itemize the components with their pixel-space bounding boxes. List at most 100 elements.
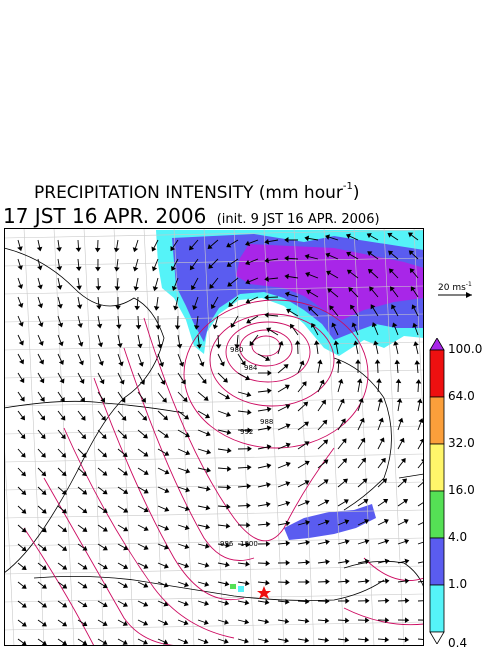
wind-arrow-head bbox=[359, 417, 365, 423]
wind-arrow-head bbox=[94, 247, 101, 253]
weather-map: 980 984 988 992 996 1000 bbox=[4, 228, 424, 646]
wind-arrow-head bbox=[224, 580, 230, 587]
wind-arrow-head bbox=[17, 302, 24, 308]
wind-arrow-head bbox=[164, 525, 170, 531]
wind-arrow-head bbox=[61, 640, 68, 646]
wind-arrow-head bbox=[122, 601, 128, 607]
wind-arrow-head bbox=[143, 601, 149, 607]
wind-arrow-head bbox=[384, 558, 390, 565]
wind-arrow-head bbox=[76, 285, 82, 291]
wind-arrow-head bbox=[215, 344, 222, 349]
wind-arrow-head bbox=[102, 508, 108, 513]
wind-arrow-head bbox=[415, 379, 422, 384]
wind-arrow-head bbox=[155, 325, 162, 330]
wind-arrow-head bbox=[226, 242, 232, 248]
wind-arrow-head bbox=[365, 597, 370, 604]
wind-arrow-head bbox=[342, 478, 348, 484]
wind-arrow-head bbox=[266, 425, 272, 432]
wind-arrow-head bbox=[102, 602, 108, 608]
wind-arrow-head bbox=[210, 304, 216, 309]
wind-arrow-head bbox=[303, 421, 309, 427]
wind-arrow-head bbox=[345, 233, 351, 239]
wind-arrow-head bbox=[323, 459, 329, 465]
wind-arrow-head bbox=[82, 602, 88, 608]
wind-arrow-head bbox=[285, 461, 291, 468]
wind-arrow-head bbox=[234, 344, 240, 349]
wind-arrow-head bbox=[223, 638, 229, 644]
valid-time: 17 JST 16 APR. 2006 (init. 9 JST 16 APR.… bbox=[3, 204, 380, 228]
wind-arrow-head bbox=[326, 270, 332, 276]
wind-arrow-head bbox=[164, 469, 170, 475]
wind-arrow-head bbox=[163, 582, 169, 588]
wind-arrow-head bbox=[204, 413, 211, 419]
wind-arrow-head bbox=[204, 600, 209, 606]
wind-arrow-head bbox=[142, 415, 148, 421]
wind-arrow-head bbox=[367, 251, 373, 257]
wind-arrow-head bbox=[225, 542, 231, 549]
wind-arrow-head bbox=[170, 245, 176, 252]
wind-arrow-head bbox=[102, 526, 108, 532]
wind-arrow-head bbox=[61, 452, 67, 458]
wind-arrow-head bbox=[122, 452, 128, 458]
wind-arrow-head bbox=[59, 396, 65, 403]
wind-arrow-head bbox=[123, 526, 129, 532]
wind-arrow-head bbox=[344, 636, 350, 643]
wind-arrow-head bbox=[164, 487, 170, 494]
wind-arrow-head bbox=[393, 340, 399, 346]
wind-arrow-head bbox=[329, 305, 335, 311]
wind-arrow-head bbox=[77, 323, 83, 328]
wind-arrow-head bbox=[244, 638, 249, 644]
wind-arrow-head bbox=[121, 415, 127, 421]
wind-arrow-head bbox=[82, 583, 88, 589]
isobar-label: 992 bbox=[240, 428, 253, 436]
wind-arrow-head bbox=[267, 370, 272, 376]
wind-arrow-head bbox=[21, 583, 27, 589]
wind-arrow-head bbox=[81, 489, 88, 495]
wind-arrow-head bbox=[61, 621, 68, 627]
wind-arrow-head bbox=[404, 636, 410, 643]
wind-arrow-head bbox=[82, 508, 88, 514]
wind-arrow-head bbox=[285, 500, 291, 507]
wind-arrow-head bbox=[143, 488, 149, 494]
wind-arrow-head bbox=[408, 250, 414, 256]
wind-arrow-head bbox=[163, 563, 169, 569]
wind-arrow-head bbox=[122, 489, 129, 494]
wind-arrow-head bbox=[96, 323, 103, 329]
wind-arrow-head bbox=[244, 599, 250, 606]
wind-arrow-head bbox=[189, 245, 195, 251]
wind-arrow-head bbox=[122, 620, 128, 626]
wind-arrow-head bbox=[388, 268, 394, 274]
wind-arrow-head bbox=[61, 489, 67, 495]
wind-arrow-head bbox=[39, 396, 45, 402]
wind-arrow-head bbox=[17, 265, 23, 271]
wind-arrow-head bbox=[377, 397, 384, 403]
wind-arrow-head bbox=[285, 481, 291, 487]
wind-arrow-head bbox=[285, 520, 291, 527]
wind-arrow-head bbox=[17, 246, 23, 252]
wind-arrow-head bbox=[267, 388, 272, 394]
wind-arrow-head bbox=[204, 562, 210, 568]
wind-arrow-head bbox=[102, 583, 108, 589]
wind-arrow-head bbox=[345, 578, 350, 585]
precip-band-south bbox=[284, 504, 376, 540]
wind-arrow-head bbox=[206, 449, 212, 455]
colorbar-segment bbox=[429, 490, 445, 539]
wind-arrow-head bbox=[363, 499, 369, 504]
wind-arrow-head bbox=[246, 391, 252, 398]
isobar-label: 984 bbox=[244, 364, 258, 372]
wind-arrow-head bbox=[180, 379, 186, 385]
wind-arrow-head bbox=[163, 544, 170, 550]
wind-arrow-head bbox=[158, 361, 165, 367]
wind-arrow-head bbox=[183, 639, 189, 645]
chart-title: PRECIPITATION INTENSITY (mm hour-1) bbox=[34, 181, 360, 203]
wind-arrow-head bbox=[285, 404, 291, 410]
wind-arrow-head bbox=[404, 617, 410, 624]
wind-arrow-head bbox=[364, 636, 370, 643]
isobar-label: 988 bbox=[260, 418, 273, 426]
wind-scale-label: 20 ms-1 bbox=[438, 281, 472, 293]
wind-arrow-head bbox=[245, 580, 250, 587]
wind-arrow-head bbox=[176, 343, 183, 349]
wind-arrow-head bbox=[203, 638, 209, 645]
wind-arrow-head bbox=[382, 478, 388, 484]
wind-arrow-head bbox=[19, 359, 25, 365]
